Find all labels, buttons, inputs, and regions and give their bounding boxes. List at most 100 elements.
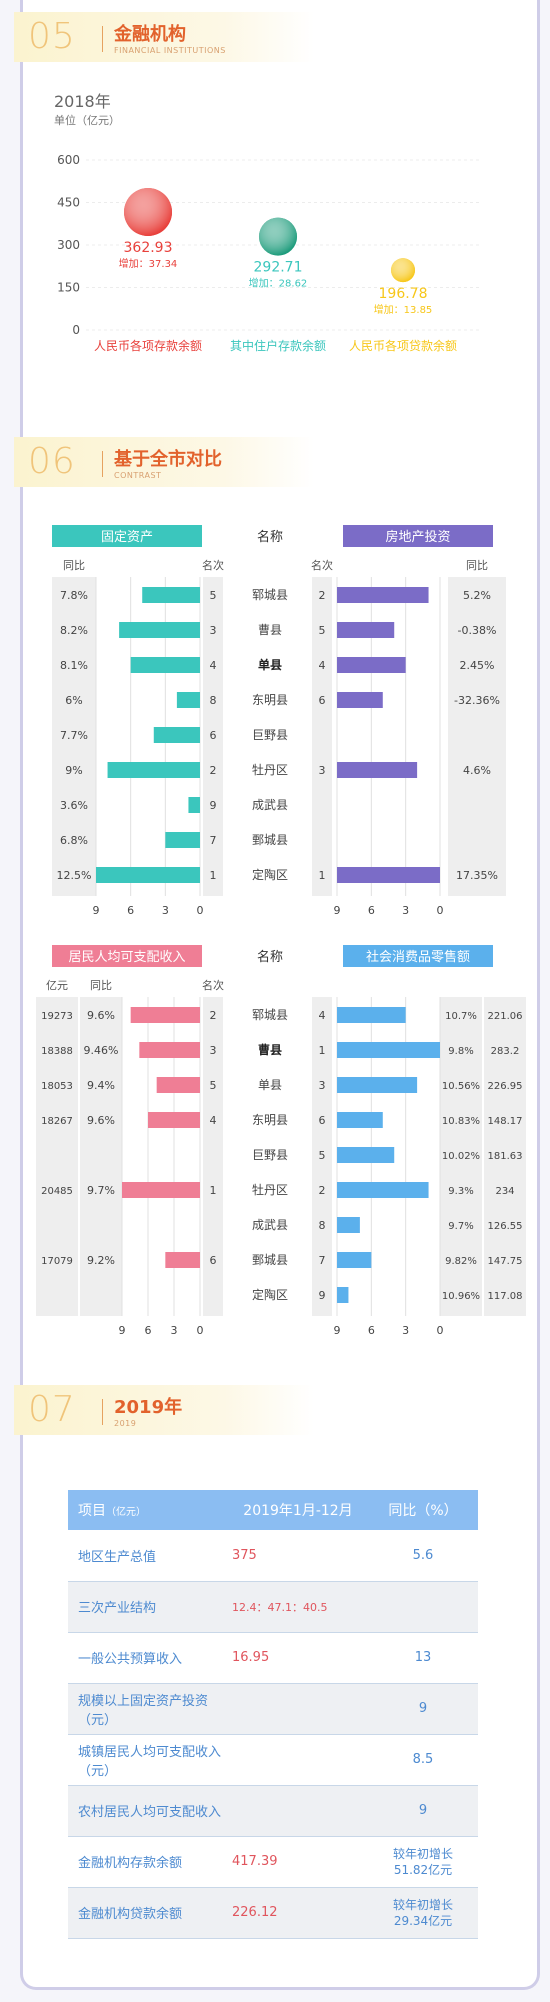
table-cell-item: 地区生产总值 [68, 1530, 228, 1582]
x-tick-label: 3 [402, 1324, 409, 1337]
table-cell-yoy: 9 [368, 1683, 478, 1735]
right-bar [337, 1112, 383, 1128]
right-bar [337, 1287, 349, 1303]
left-bar [96, 867, 200, 883]
bubble-value: 196.78 [379, 286, 428, 302]
table-header-period: 2019年1月-12月 [228, 1490, 368, 1530]
table-cell-item: 规模以上固定资产投资（元） [68, 1683, 228, 1735]
table-row: 三次产业结构 12.4：47.1：40.5 [68, 1581, 478, 1633]
rank-label: 3 [319, 1079, 326, 1092]
right-bar [337, 1077, 418, 1093]
rank-label: 2 [210, 764, 217, 777]
chart-unit: 单位（亿元） [54, 114, 120, 127]
rank-label: 2 [210, 1009, 217, 1022]
x-tick-label: 0 [437, 1324, 444, 1337]
yoy-label: 9.82% [445, 1256, 477, 1267]
category-label: 成武县 [252, 1218, 288, 1232]
value-label: 148.17 [488, 1116, 523, 1127]
section-06-header: 06 基于全市对比 CONTRAST [14, 437, 314, 487]
rank-label: 3 [210, 1044, 217, 1057]
table-cell-item: 农村居民人均可支配收入 [68, 1785, 228, 1837]
value-column-band [36, 997, 78, 1316]
x-tick-label: 6 [145, 1324, 152, 1337]
yoy-header: 同比 [90, 979, 112, 992]
yoy-label: -32.36% [454, 694, 500, 707]
right-bar [337, 587, 429, 603]
rank-label: 5 [210, 589, 217, 602]
x-tick-label: 9 [334, 904, 341, 917]
table-cell-item: 一般公共预算收入 [68, 1632, 228, 1684]
yoy-label: 7.8% [60, 589, 88, 602]
rank-label: 7 [319, 1254, 326, 1267]
yoy-label: -0.38% [458, 624, 497, 637]
left-bar [107, 762, 200, 778]
bubble-shine [259, 217, 297, 256]
left-bar [130, 1007, 200, 1023]
yoy-label: 9.7% [448, 1221, 473, 1232]
bubble-increase: 增加：13.85 [374, 303, 433, 316]
right-bar [337, 867, 440, 883]
rank-label: 6 [210, 1254, 217, 1267]
rank-label: 9 [210, 799, 217, 812]
rank-label: 6 [319, 694, 326, 707]
x-tick-label: 0 [197, 1324, 204, 1337]
table-cell-yoy: 5.6 [368, 1530, 478, 1582]
rank-label: 6 [319, 1114, 326, 1127]
value-label: 18267 [41, 1116, 73, 1127]
left-bar [119, 622, 200, 638]
rank-label: 1 [319, 1044, 326, 1057]
right-bar [337, 1007, 406, 1023]
table-cell-item: 城镇居民人均可支配收入（元） [68, 1734, 228, 1786]
rank-header: 名次 [202, 978, 224, 992]
summary-table: 项目（亿元） 2019年1月-12月 同比（%） 地区生产总值 375 5.6 三次产… [68, 1490, 478, 1939]
right-bar [337, 657, 406, 673]
yoy-column-band [448, 577, 506, 896]
table-row: 地区生产总值 375 5.6 [68, 1530, 478, 1582]
section-subtitle: CONTRAST [114, 471, 162, 480]
x-tick-label: 6 [368, 1324, 375, 1337]
value-column-band [484, 997, 526, 1316]
bubble-shine [124, 188, 172, 236]
value-label: 181.63 [488, 1151, 523, 1162]
x-tick-label: 9 [119, 1324, 126, 1337]
yoy-label: 10.02% [442, 1151, 480, 1162]
yoy-label: 8.2% [60, 624, 88, 637]
y-tick-label: 450 [57, 196, 80, 210]
value-label: 126.55 [488, 1221, 523, 1232]
right-bar [337, 1147, 395, 1163]
value-label: 18053 [41, 1081, 73, 1092]
category-label: 成武县 [252, 798, 288, 812]
chart-year: 2018年 [54, 92, 111, 111]
rank-label: 1 [319, 869, 326, 882]
table-cell-value [228, 1683, 368, 1735]
yoy-label: 3.6% [60, 799, 88, 812]
rank-label: 9 [319, 1289, 326, 1302]
category-label: 巨野县 [252, 728, 288, 742]
rank-label: 4 [210, 659, 217, 672]
bubble-category-label: 人民币各项贷款余额 [349, 338, 457, 353]
rank-label: 5 [210, 1079, 217, 1092]
right-bar [337, 1042, 440, 1058]
table-cell-item: 金融机构存款余额 [68, 1836, 228, 1888]
yoy-column-band [52, 577, 96, 896]
category-label: 郓城县 [252, 588, 288, 602]
bubble-category-label: 其中住户存款余额 [230, 338, 326, 353]
yoy-column-band [80, 997, 122, 1316]
rank-label: 3 [319, 764, 326, 777]
section-subtitle: FINANCIAL INSTITUTIONS [114, 46, 226, 55]
section-number: 06 [28, 441, 76, 482]
yoy-label: 9.2% [87, 1254, 115, 1267]
category-label: 定陶区 [252, 867, 288, 882]
table-row: 农村居民人均可支配收入 9 [68, 1785, 478, 1837]
x-tick-label: 0 [197, 904, 204, 917]
right-title: 社会消费品零售额 [366, 949, 470, 965]
category-label: 巨野县 [252, 1148, 288, 1162]
rank-label: 1 [210, 1184, 217, 1197]
value-label: 19273 [41, 1011, 73, 1022]
yoy-label: 9.4% [87, 1079, 115, 1092]
category-label: 定陶区 [252, 1287, 288, 1302]
yoy-column-band [440, 997, 482, 1316]
value-label: 221.06 [488, 1011, 523, 1022]
bubble-increase: 增加：28.62 [249, 277, 308, 290]
rank-label: 4 [319, 1009, 326, 1022]
